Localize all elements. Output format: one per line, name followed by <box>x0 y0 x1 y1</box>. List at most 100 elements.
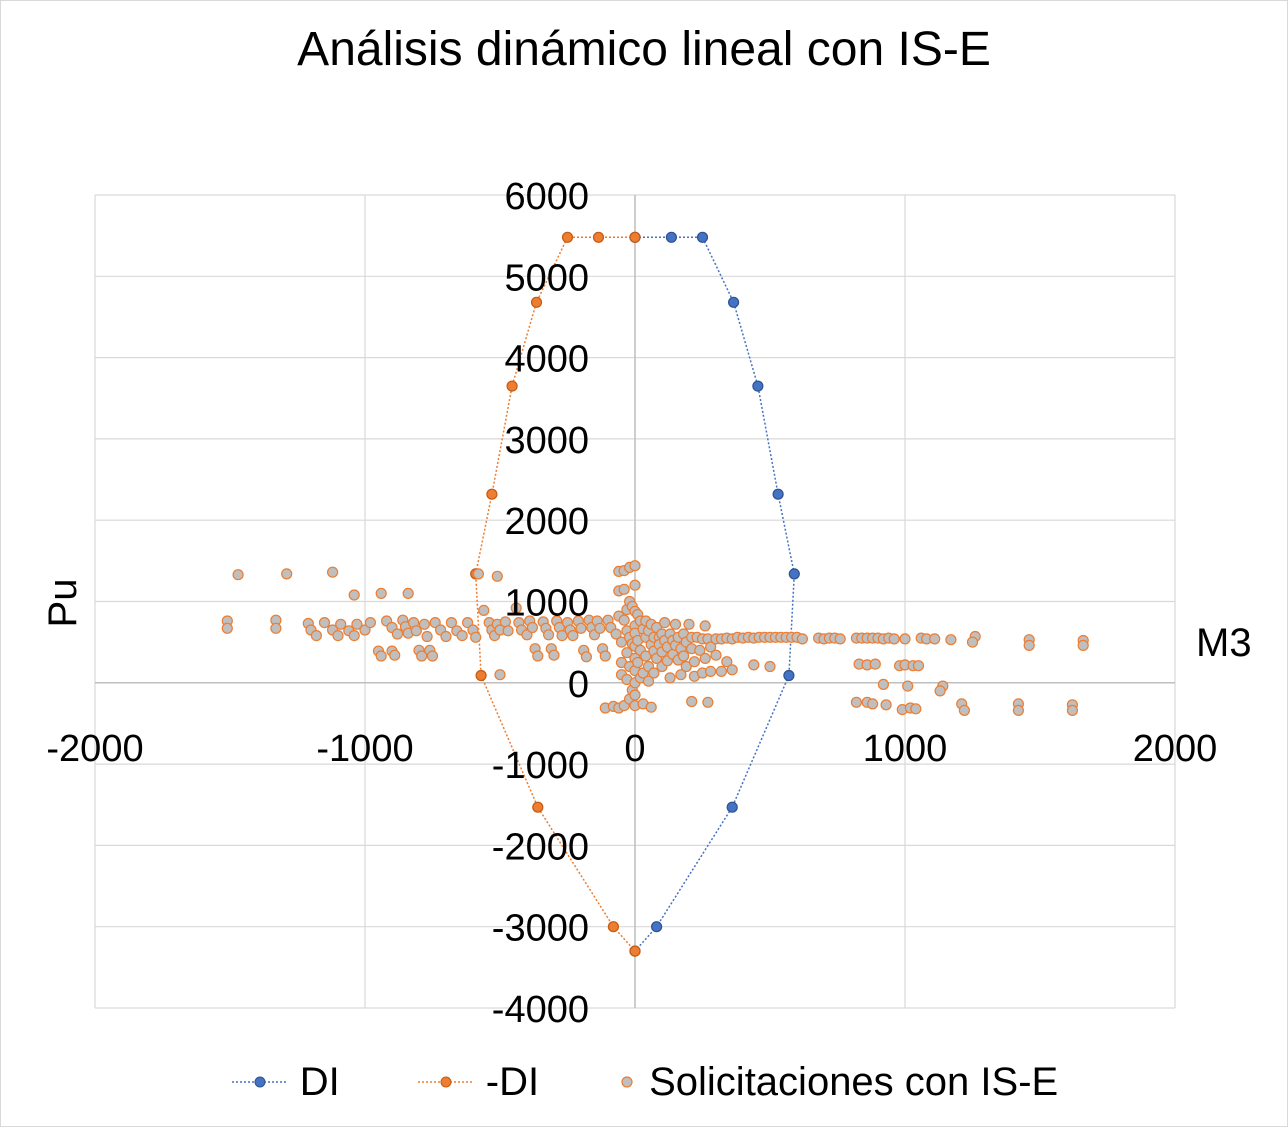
data-point-solicitaciones <box>721 656 733 668</box>
x-tick-label: -2000 <box>46 728 143 770</box>
data-point-solicitaciones <box>880 699 892 711</box>
data-point-solicitaciones <box>594 622 606 634</box>
legend-key-solicitaciones <box>621 1076 633 1088</box>
data-point-solicitaciones <box>888 633 900 645</box>
tick-labels: -4000 -3000 -2000 -1000 0 1000 2000 3000 4000 500… <box>41 176 1252 1031</box>
data-point-di <box>727 296 740 308</box>
data-point-solicitaciones <box>704 641 717 653</box>
legend-item-di: DI <box>230 1060 340 1105</box>
data-point-solicitaciones <box>615 636 628 648</box>
data-point-solicitaciones <box>389 649 401 661</box>
data-point-solicitaciones <box>348 629 360 642</box>
data-point-solicitaciones <box>694 644 706 656</box>
legend-key-neg-di <box>417 1076 474 1088</box>
data-point-solicitaciones <box>532 650 544 662</box>
data-point-neg-di <box>486 488 498 500</box>
data-point-neg-di <box>629 945 641 957</box>
data-point-solicitaciones <box>877 678 890 691</box>
data-point-solicitaciones <box>375 650 387 662</box>
data-point-solicitaciones <box>580 651 593 663</box>
data-point-solicitaciones <box>556 629 568 642</box>
x-tick-label: 2000 <box>1133 728 1218 770</box>
data-point-solicitaciones <box>421 630 433 643</box>
data-point-solicitaciones <box>610 628 622 640</box>
data-point-solicitaciones <box>659 616 671 629</box>
data-point-solicitaciones <box>375 587 387 600</box>
data-point-solicitaciones <box>521 629 533 641</box>
data-point-solicitaciones <box>270 622 282 634</box>
y-tick-label: -2000 <box>492 826 589 868</box>
data-point-solicitaciones <box>621 647 633 659</box>
data-point-solicitaciones <box>542 629 555 641</box>
data-point-solicitaciones <box>418 618 430 630</box>
x-tick-label: -1000 <box>316 728 413 770</box>
data-point-solicitaciones <box>426 650 439 662</box>
data-point-solicitaciones <box>699 620 711 632</box>
data-point-solicitaciones <box>683 618 695 630</box>
data-point-solicitaciones <box>575 622 587 634</box>
data-point-di <box>665 231 678 243</box>
data-point-di <box>726 801 738 813</box>
data-point-solicitaciones <box>221 622 233 634</box>
data-point-di <box>696 231 709 243</box>
data-point-solicitaciones <box>664 672 676 684</box>
data-point-solicitaciones <box>440 630 452 643</box>
data-point-solicitaciones <box>629 579 641 591</box>
legend-label-solicitaciones: Solicitaciones con IS-E <box>649 1059 1059 1104</box>
data-point-solicitaciones <box>327 566 339 578</box>
data-point-di <box>772 488 784 500</box>
data-point-neg-di <box>592 231 605 243</box>
series-line-di <box>634 236 796 952</box>
data-point-neg-di <box>561 231 574 243</box>
data-point-solicitaciones <box>640 650 652 662</box>
data-point-solicitaciones <box>462 616 474 629</box>
data-point-solicitaciones <box>335 618 347 630</box>
legend-label-neg-di: -DI <box>485 1059 540 1104</box>
legend-item-neg-di: -DI <box>416 1060 539 1105</box>
data-point-solicitaciones <box>715 665 728 678</box>
data-point-solicitaciones <box>318 616 331 629</box>
data-point-solicitaciones <box>899 633 911 645</box>
y-tick-label: -3000 <box>492 908 589 950</box>
data-point-solicitaciones <box>764 660 776 673</box>
x-axis-title: M3 <box>1196 621 1252 665</box>
y-tick-label: 5000 <box>504 257 589 299</box>
legend-label-di: DI <box>299 1059 340 1104</box>
data-point-neg-di <box>530 296 543 308</box>
y-tick-label: 6000 <box>504 176 589 218</box>
data-point-solicitaciones <box>567 629 579 642</box>
data-point-solicitaciones <box>332 629 344 642</box>
data-point-solicitaciones <box>232 569 244 581</box>
data-point-solicitaciones <box>629 689 641 701</box>
data-point-solicitaciones <box>702 696 714 708</box>
data-point-neg-di <box>532 801 544 813</box>
data-point-solicitaciones <box>958 704 971 717</box>
data-point-solicitaciones <box>748 659 760 671</box>
data-point-solicitaciones <box>478 604 490 617</box>
data-point-solicitaciones <box>348 589 360 601</box>
data-point-solicitaciones <box>648 667 660 679</box>
data-point-solicitaciones <box>472 568 484 580</box>
data-point-solicitaciones <box>1066 704 1079 717</box>
data-point-solicitaciones <box>281 568 293 580</box>
data-point-solicitaciones <box>618 614 630 626</box>
data-point-solicitaciones <box>710 649 722 661</box>
legend-key-di <box>231 1076 288 1088</box>
data-point-solicitaciones <box>629 560 641 572</box>
data-point-solicitaciones <box>910 703 922 715</box>
data-point-neg-di <box>629 231 641 243</box>
data-point-di <box>650 921 663 933</box>
data-point-solicitaciones <box>364 616 376 629</box>
y-tick-label: -4000 <box>492 989 589 1031</box>
data-point-solicitaciones <box>645 701 657 713</box>
data-point-di <box>783 669 795 682</box>
y-tick-label: 1000 <box>504 583 589 625</box>
series-layer <box>221 231 1089 957</box>
data-point-solicitaciones <box>494 669 506 681</box>
data-point-solicitaciones <box>510 602 522 614</box>
y-tick-label: -1000 <box>492 745 589 787</box>
x-tick-label: 1000 <box>863 728 948 770</box>
data-point-solicitaciones <box>866 698 879 710</box>
data-point-solicitaciones <box>688 656 701 668</box>
